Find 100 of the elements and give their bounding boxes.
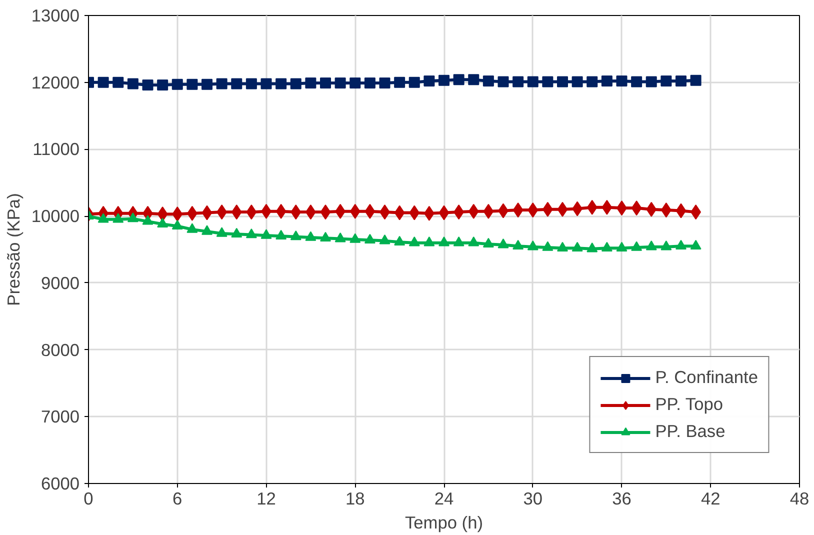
point	[216, 227, 228, 237]
point	[676, 76, 686, 87]
point	[127, 212, 138, 222]
point	[394, 236, 406, 246]
point	[602, 200, 612, 215]
y-axis-title: Pressão (KPa)	[3, 193, 24, 306]
point	[157, 80, 168, 91]
point	[527, 76, 538, 88]
point	[364, 78, 376, 89]
x-tick-label: 36	[612, 488, 632, 508]
point	[394, 76, 406, 88]
point	[660, 76, 672, 87]
point	[112, 213, 124, 223]
point	[260, 78, 272, 90]
point	[646, 202, 657, 217]
x-tick-label: 6	[172, 488, 182, 508]
legend-label: P. Confinante	[655, 367, 758, 388]
point	[231, 78, 242, 90]
x-tick-label: 48	[790, 488, 810, 508]
point	[616, 76, 628, 87]
y-tick-label: 13000	[31, 6, 80, 26]
point	[527, 240, 538, 250]
point	[557, 76, 568, 88]
point	[676, 240, 686, 250]
legend-label: PP. Topo	[655, 394, 723, 415]
point	[276, 78, 287, 90]
point	[468, 236, 480, 246]
point	[408, 76, 420, 88]
point	[572, 242, 583, 252]
point	[157, 206, 168, 222]
y-tick-label: 8000	[40, 340, 80, 360]
point	[646, 76, 657, 88]
y-tick-label: 7000	[40, 406, 80, 427]
point	[350, 233, 361, 243]
point	[498, 238, 509, 248]
point	[660, 240, 672, 250]
point	[334, 78, 346, 89]
x-tick-label: 24	[434, 488, 454, 508]
point	[142, 215, 154, 225]
point	[542, 241, 554, 251]
point	[320, 232, 331, 242]
x-tick-label: 30	[523, 488, 543, 508]
point	[586, 76, 598, 88]
point	[482, 76, 494, 87]
point	[364, 234, 376, 244]
point	[290, 230, 302, 240]
point	[542, 76, 554, 88]
point	[482, 238, 494, 248]
point	[631, 76, 642, 88]
y-tick-label: 11000	[32, 139, 80, 160]
y-tick-label: 10000	[31, 206, 80, 226]
point	[572, 76, 583, 88]
point	[424, 76, 435, 87]
point	[601, 76, 612, 87]
point	[231, 204, 242, 220]
x-tick-label: 42	[700, 488, 720, 508]
point	[246, 204, 257, 220]
point	[98, 213, 109, 223]
point	[246, 78, 257, 90]
point	[202, 225, 212, 235]
point	[631, 241, 642, 251]
point	[379, 78, 390, 89]
point	[557, 202, 568, 217]
point	[305, 231, 316, 241]
point	[498, 76, 509, 88]
legend-label: PP. Base	[655, 421, 726, 442]
point	[453, 74, 464, 86]
point	[438, 236, 450, 246]
point	[231, 228, 242, 238]
x-axis-title: Tempo (h)	[405, 512, 484, 532]
point	[408, 236, 420, 246]
point	[690, 74, 702, 86]
point	[334, 232, 346, 242]
point	[157, 218, 168, 228]
point	[453, 236, 464, 246]
point	[438, 74, 450, 86]
point	[676, 203, 686, 218]
y-tick-label: 6000	[40, 474, 80, 494]
point	[424, 236, 435, 246]
point	[690, 240, 702, 250]
point	[616, 242, 628, 252]
point	[172, 206, 183, 222]
point	[379, 234, 390, 244]
y-tick-label: 12000	[31, 72, 80, 92]
point	[646, 240, 657, 250]
point	[320, 204, 331, 220]
point	[468, 204, 479, 219]
point	[186, 78, 198, 90]
point	[290, 78, 302, 90]
x-tick-label: 18	[345, 488, 365, 508]
point	[528, 202, 538, 218]
point	[512, 240, 524, 250]
point	[586, 242, 598, 252]
point	[142, 80, 154, 91]
point	[276, 204, 286, 219]
point	[186, 223, 198, 233]
point	[394, 205, 405, 220]
point	[276, 230, 287, 240]
point	[127, 78, 138, 90]
point	[320, 78, 331, 89]
